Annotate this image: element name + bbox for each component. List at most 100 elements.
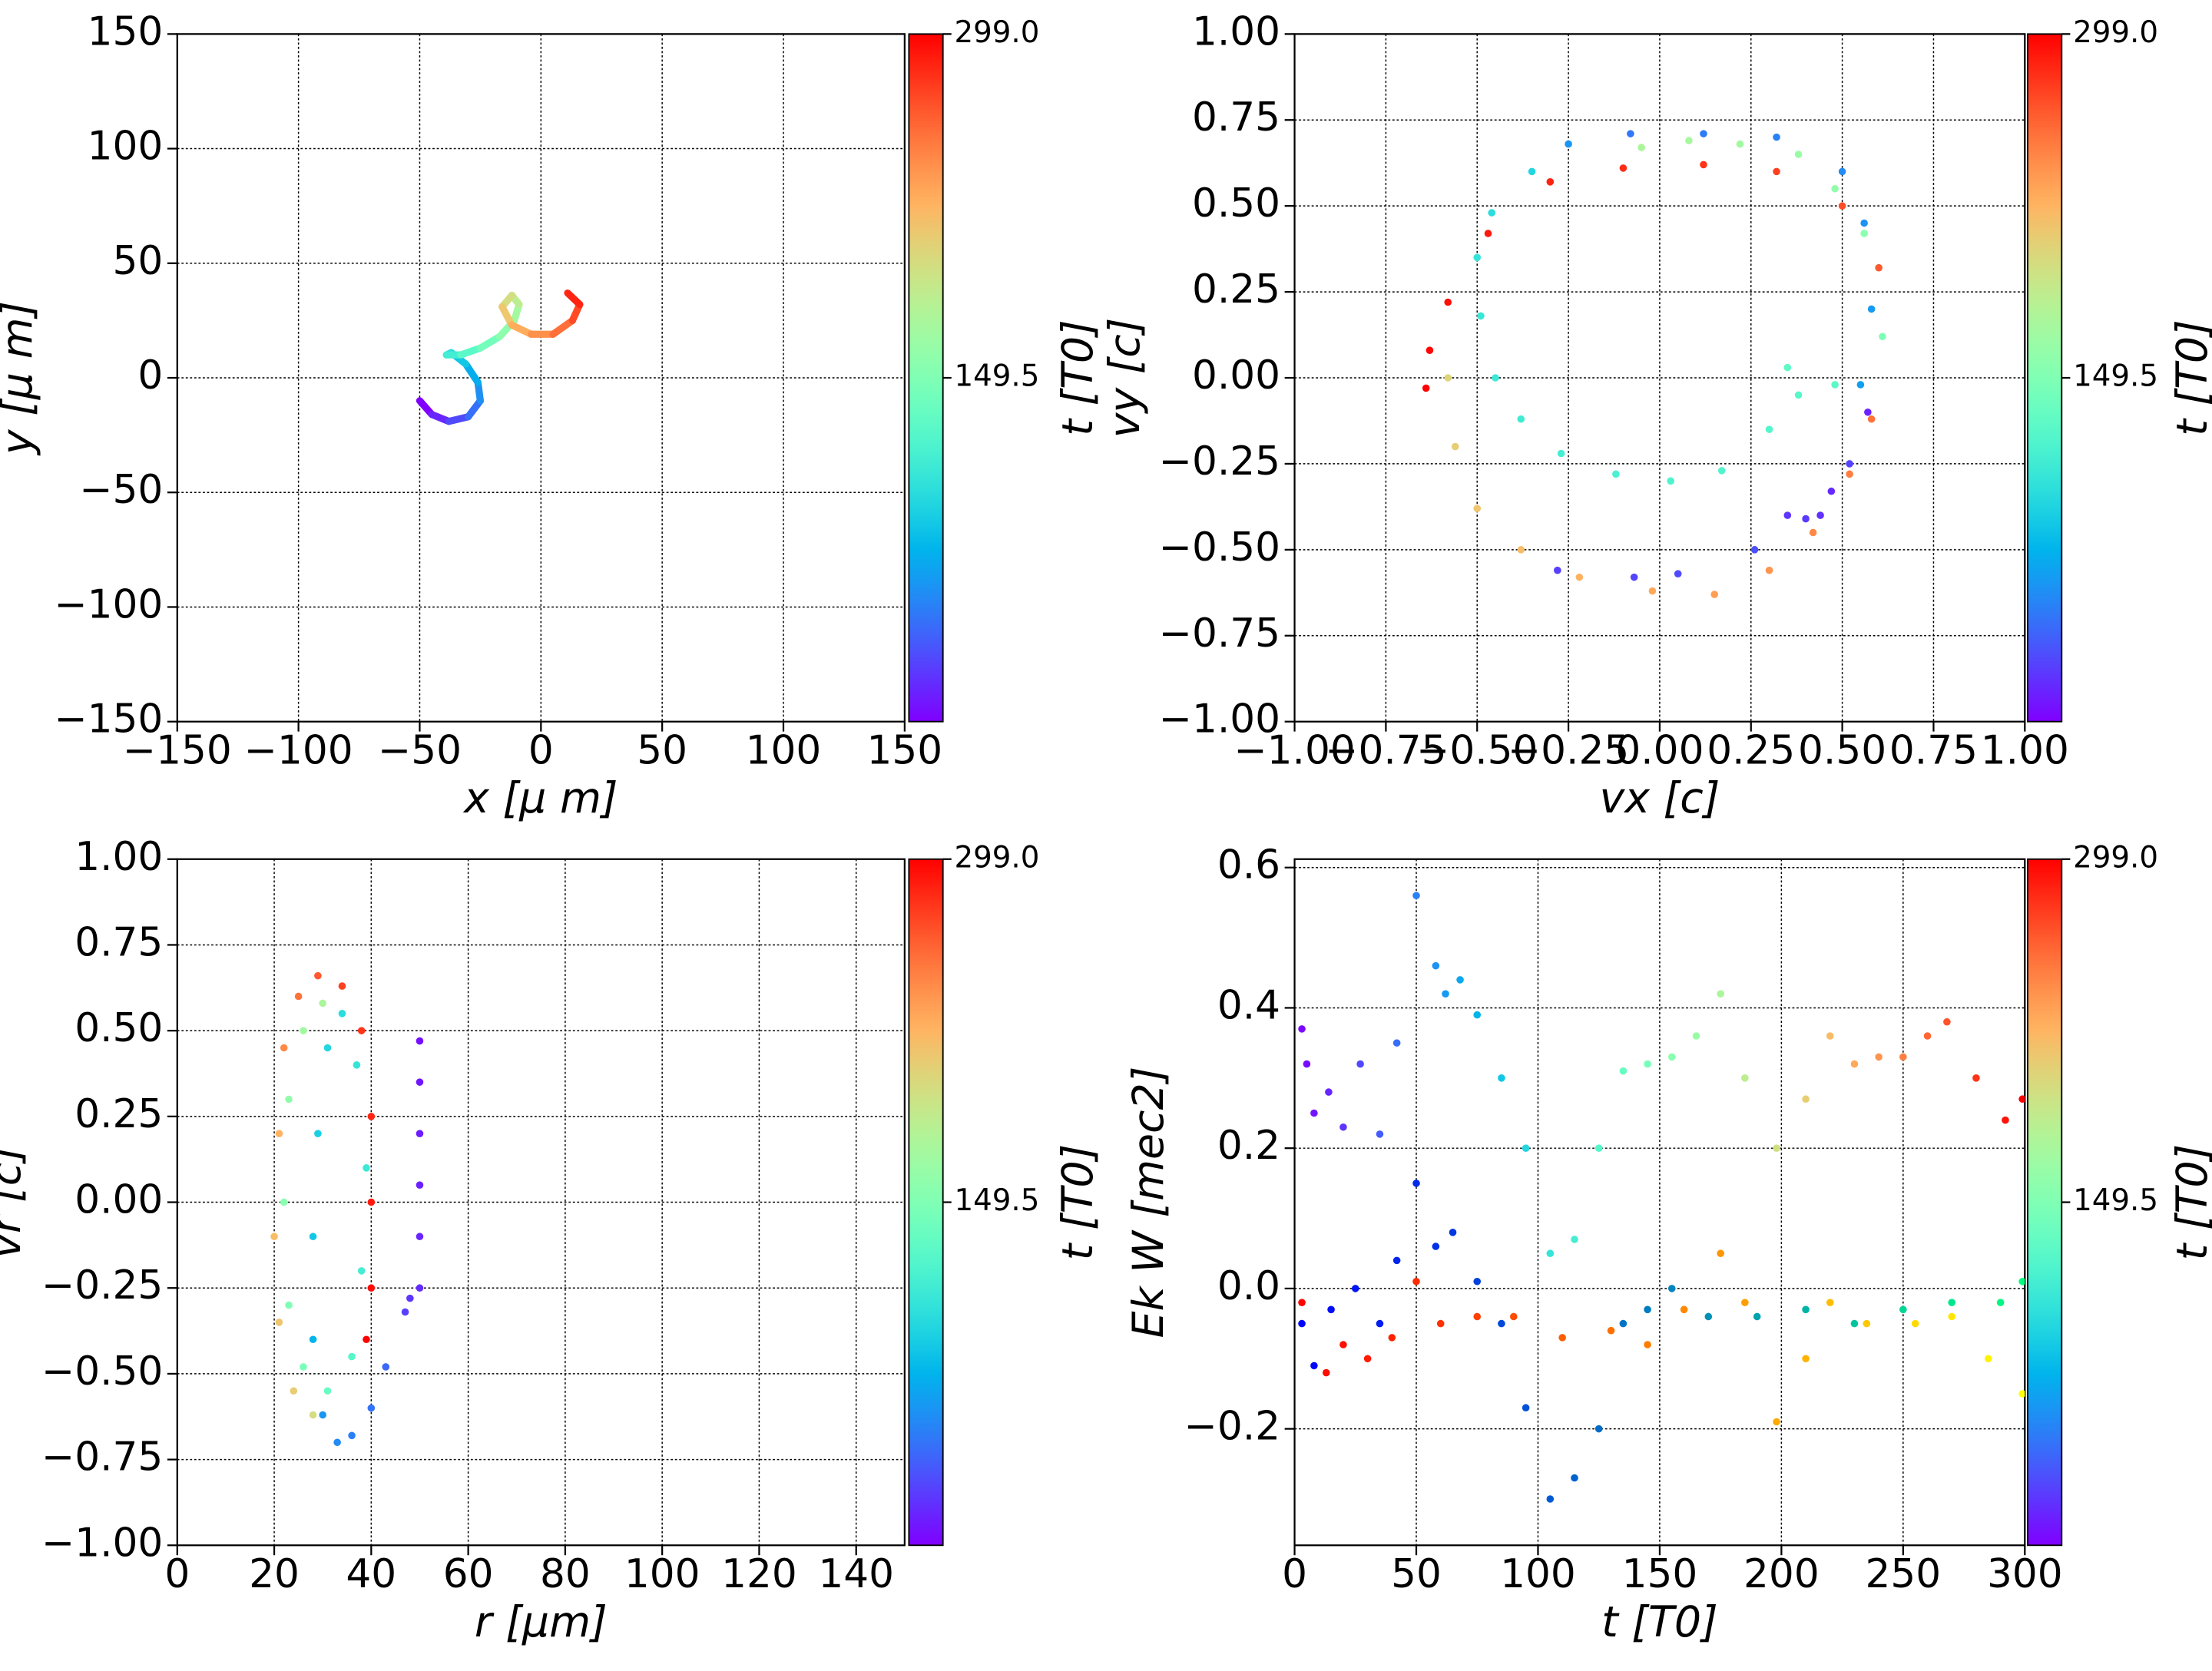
- point: [357, 1267, 366, 1275]
- point: [1750, 546, 1759, 554]
- point: [309, 1335, 317, 1344]
- point: [367, 1198, 376, 1206]
- point: [1765, 425, 1773, 433]
- colorbar: [908, 33, 944, 723]
- colorbar-tick-label: 299.0: [954, 840, 1039, 875]
- point: [1363, 1355, 1372, 1363]
- point: [275, 1319, 283, 1326]
- point: [1546, 178, 1555, 186]
- point: [1948, 1299, 1956, 1306]
- point: [1846, 460, 1853, 468]
- point: [280, 1198, 288, 1206]
- point: [1794, 151, 1803, 158]
- colorbar-tick-label: 149.5: [2073, 1183, 2158, 1218]
- subplot: −1.00−0.75−0.50−0.250.00 0.25 0.50 0.75 1.00…: [1101, 8, 2212, 823]
- y-tick-label: 0.4: [1217, 982, 1280, 1028]
- y-axis-label: y [μ m]: [0, 301, 42, 456]
- colorbar-label: t [T0]: [2168, 1144, 2212, 1261]
- point: [1838, 167, 1846, 176]
- y-tick-label: −1.00: [41, 1520, 163, 1566]
- point: [1432, 1242, 1440, 1250]
- point: [1831, 184, 1839, 193]
- point: [1667, 477, 1674, 485]
- y-tick-label: 0.25: [75, 1091, 163, 1137]
- subplot: −150 −100 −50 0 50 100 150 −150 −100 −50 0 50 100 150…: [0, 8, 1103, 823]
- x-tick-label: 0.25: [1707, 727, 1795, 773]
- y-tick-label: −1.00: [1159, 697, 1280, 743]
- y-tick-label: −100: [54, 581, 163, 627]
- point: [406, 1294, 414, 1302]
- point: [1392, 1039, 1401, 1047]
- point: [367, 1113, 376, 1120]
- y-tick-label: 50: [113, 238, 164, 284]
- point: [1717, 1249, 1724, 1258]
- point: [416, 1037, 424, 1045]
- point: [1339, 1123, 1347, 1131]
- colorbar-label: t [T0]: [1054, 1144, 1103, 1261]
- point: [333, 1438, 341, 1447]
- point: [1864, 408, 1872, 416]
- y-axis-label: Ek W [mec2]: [1124, 1067, 1174, 1338]
- point: [285, 1301, 293, 1309]
- y-tick-label: −50: [79, 467, 163, 513]
- colorbar-tick-label: 299.0: [954, 15, 1039, 50]
- point: [1298, 1025, 1306, 1033]
- point: [1473, 253, 1482, 262]
- x-tick-label: 80: [540, 1551, 591, 1597]
- point: [1765, 566, 1773, 574]
- point: [1546, 1249, 1555, 1258]
- x-tick-label: 0: [528, 727, 554, 773]
- point: [1327, 1305, 1335, 1314]
- x-tick-label: −50: [378, 727, 462, 773]
- point: [1298, 1319, 1306, 1328]
- point: [300, 1027, 307, 1034]
- point: [1875, 263, 1883, 272]
- x-tick-label: 100: [624, 1551, 700, 1597]
- x-tick-label: 150: [1622, 1551, 1698, 1597]
- point: [1802, 1305, 1810, 1314]
- point: [1492, 374, 1499, 382]
- x-tick-label: 50: [637, 727, 687, 773]
- point: [1850, 1060, 1859, 1068]
- x-axis-label: vx [c]: [1600, 774, 1720, 823]
- point: [1923, 1032, 1932, 1040]
- x-tick-label: 0: [164, 1551, 190, 1597]
- x-tick-label: 1.00: [1981, 727, 2069, 773]
- point: [1594, 1424, 1603, 1433]
- point: [1741, 1074, 1749, 1082]
- data-layer: [1298, 892, 2025, 1503]
- point: [2018, 1390, 2025, 1398]
- point: [1575, 573, 1584, 581]
- point: [1546, 1495, 1555, 1503]
- point: [416, 1078, 424, 1086]
- point: [1856, 381, 1865, 389]
- x-tick-label: 60: [443, 1551, 494, 1597]
- point: [1644, 1305, 1651, 1314]
- point: [1522, 1404, 1530, 1412]
- point: [323, 1044, 332, 1052]
- point: [1571, 1236, 1578, 1243]
- y-tick-label: 0.00: [75, 1177, 163, 1223]
- point: [1426, 346, 1434, 354]
- point: [1692, 1032, 1700, 1040]
- point: [1607, 1326, 1615, 1335]
- x-tick-label: −0.75: [1325, 727, 1446, 773]
- y-tick-label: 1.00: [75, 834, 163, 880]
- y-tick-label: 0.75: [75, 919, 163, 965]
- point: [1558, 1334, 1566, 1342]
- data-layer: [416, 289, 584, 425]
- point: [1444, 298, 1452, 306]
- plot-frame: [1293, 33, 2026, 723]
- point: [1376, 1130, 1384, 1138]
- point: [1565, 140, 1572, 148]
- point: [1612, 470, 1620, 478]
- point: [1984, 1355, 1992, 1363]
- point: [1860, 230, 1868, 237]
- point: [1322, 1368, 1330, 1377]
- x-tick-label: 40: [346, 1551, 396, 1597]
- x-tick-label: −0.50: [1416, 727, 1538, 773]
- point: [314, 1130, 322, 1137]
- point: [1412, 1277, 1420, 1286]
- point: [338, 1010, 346, 1017]
- point: [348, 1431, 356, 1440]
